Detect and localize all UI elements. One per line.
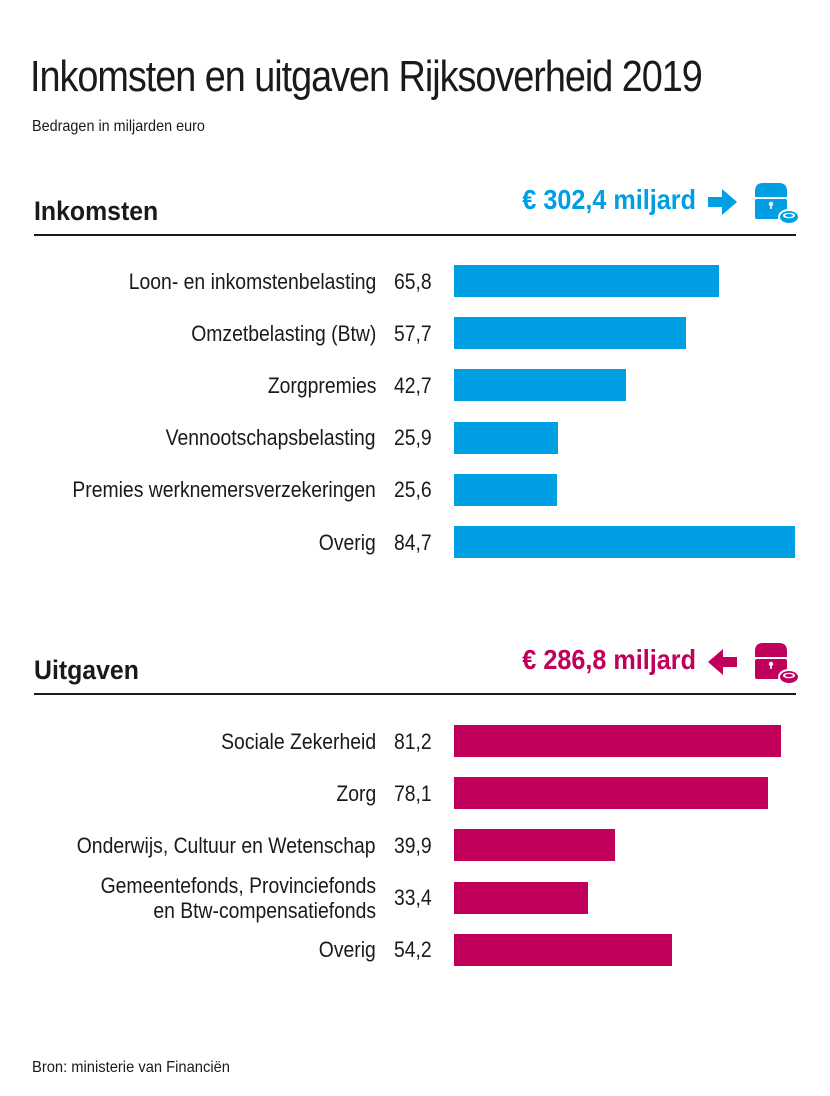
expense-category-label: Onderwijs, Cultuur en Wetenschap (77, 832, 376, 858)
treasure-chest-coin-icon (755, 183, 800, 225)
expense-bar (454, 829, 615, 862)
income-value-label: 42,7 (394, 372, 432, 398)
expense-bar (454, 725, 781, 757)
income-rule (34, 234, 796, 236)
expense-value-label: 81,2 (394, 728, 432, 754)
expense-value-label: 33,4 (394, 885, 432, 911)
expense-category-label: Overig (318, 937, 376, 963)
arrow-right-icon (708, 189, 737, 215)
income-bar (454, 473, 558, 506)
income-value-label: 25,6 (394, 477, 432, 503)
income-category-label: Loon- en inkomstenbelasting (128, 268, 376, 294)
expense-bar (454, 881, 589, 914)
expense-category-label: Gemeentefonds, Provinciefonds en Btw-com… (100, 872, 376, 923)
arrow-left-icon (708, 649, 737, 675)
expense-value-label: 39,9 (394, 832, 432, 858)
income-value-label: 25,9 (394, 425, 432, 451)
expense-value-label: 78,1 (394, 780, 432, 806)
chart-title: Inkomsten en uitgaven Rijksoverheid 2019 (30, 52, 703, 101)
income-total: € 302,4 miljard (522, 184, 696, 215)
income-bar (454, 526, 795, 558)
expense-category-label: Sociale Zekerheid (221, 728, 376, 754)
chart-subtitle: Bedragen in miljarden euro (32, 118, 205, 135)
income-bar (454, 265, 719, 297)
income-bar (454, 369, 626, 402)
expense-bar (454, 777, 769, 810)
income-category-label: Omzetbelasting (Btw) (190, 320, 376, 346)
income-category-label: Premies werknemersverzekeringen (72, 477, 376, 503)
expense-value-label: 54,2 (394, 937, 432, 963)
expense-heading: Uitgaven (34, 655, 139, 685)
income-bar (454, 421, 559, 454)
income-category-label: Vennootschapsbelasting (166, 425, 376, 451)
income-category-label: Overig (318, 529, 376, 555)
treasure-chest-coin-icon (755, 643, 800, 685)
expense-rule (34, 693, 796, 695)
income-heading: Inkomsten (34, 196, 159, 226)
expense-total: € 286,8 miljard (522, 644, 696, 675)
income-category-label: Zorgpremies (267, 372, 376, 398)
income-value-label: 84,7 (394, 529, 432, 555)
expense-bar (454, 933, 673, 966)
expense-category-label: Zorg (336, 780, 376, 806)
income-bar (454, 317, 687, 350)
source-note: Bron: ministerie van Financiën (32, 1059, 231, 1076)
income-value-label: 65,8 (394, 268, 432, 294)
income-value-label: 57,7 (394, 320, 432, 346)
